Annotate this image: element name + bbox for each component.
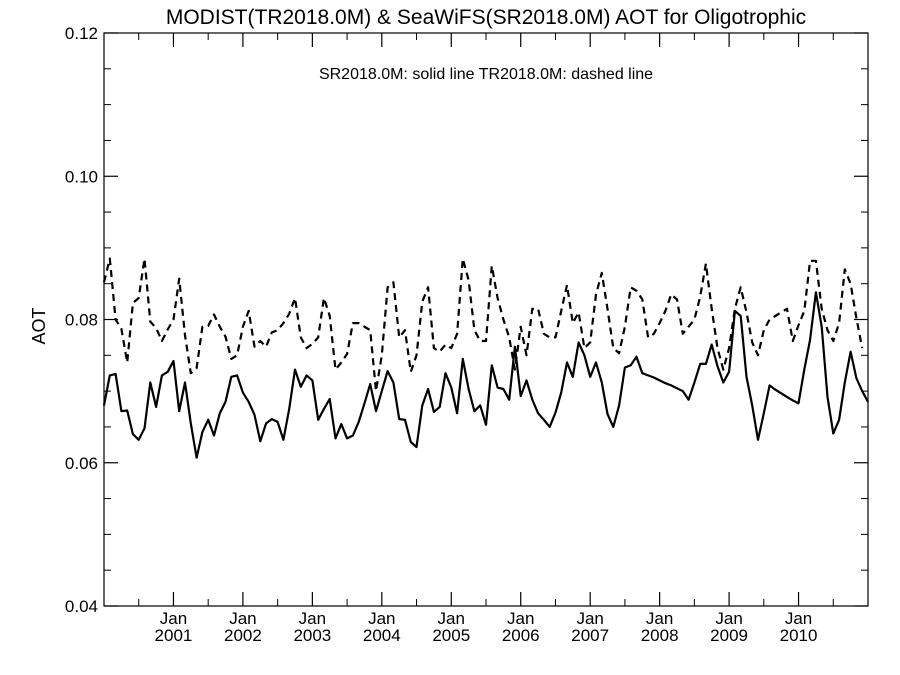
y-axis-label: AOT	[29, 307, 49, 344]
x-tick-year-label: 2004	[363, 626, 401, 645]
y-tick-label: 0.04	[65, 597, 98, 616]
y-tick-label: 0.08	[65, 311, 98, 330]
x-tick-year-label: 2005	[432, 626, 470, 645]
tr2018-dashed-series-line	[102, 257, 864, 393]
x-tick-month-label: Jan	[785, 609, 812, 628]
chart-title: MODIST(TR2018.0M) & SeaWiFS(SR2018.0M) A…	[166, 6, 806, 29]
x-tick-year-label: 2008	[641, 626, 679, 645]
x-tick-month-label: Jan	[229, 609, 256, 628]
x-tick-month-label: Jan	[715, 609, 742, 628]
axis-ticks: 0.040.060.080.100.12Jan2001Jan2002Jan200…	[65, 24, 868, 645]
series-lines	[102, 257, 869, 459]
x-tick-year-label: 2006	[502, 626, 540, 645]
x-tick-year-label: 2010	[780, 626, 818, 645]
line-style-legend-note: SR2018.0M: solid line TR2018.0M: dashed …	[319, 66, 653, 83]
y-tick-label: 0.10	[65, 167, 98, 186]
x-tick-month-label: Jan	[438, 609, 465, 628]
x-tick-year-label: 2001	[155, 626, 193, 645]
x-tick-month-label: Jan	[299, 609, 326, 628]
x-tick-year-label: 2003	[293, 626, 331, 645]
y-tick-label: 0.06	[65, 454, 98, 473]
x-tick-year-label: 2007	[571, 626, 609, 645]
x-tick-month-label: Jan	[646, 609, 673, 628]
x-tick-year-label: 2009	[710, 626, 748, 645]
plot-frame	[103, 32, 869, 607]
x-tick-year-label: 2002	[224, 626, 262, 645]
x-tick-month-label: Jan	[160, 609, 187, 628]
x-tick-month-label: Jan	[507, 609, 534, 628]
y-tick-label: 0.12	[65, 24, 98, 43]
x-tick-month-label: Jan	[368, 609, 395, 628]
sr2018-solid-series-line	[102, 291, 869, 459]
x-tick-month-label: Jan	[576, 609, 603, 628]
